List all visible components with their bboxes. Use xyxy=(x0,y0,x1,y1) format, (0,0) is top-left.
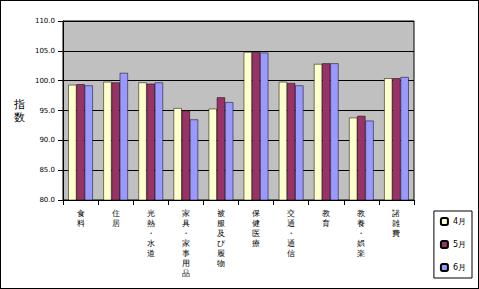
svg-text:被: 被 xyxy=(217,209,225,218)
svg-text:具: 具 xyxy=(182,219,190,228)
svg-text:・: ・ xyxy=(357,229,365,238)
svg-text:費: 費 xyxy=(392,229,400,238)
svg-text:教: 教 xyxy=(357,209,365,218)
svg-text:指: 指 xyxy=(13,98,25,111)
svg-text:保: 保 xyxy=(252,209,260,218)
svg-text:履: 履 xyxy=(217,249,225,258)
svg-text:事: 事 xyxy=(182,249,190,258)
svg-text:居: 居 xyxy=(112,219,120,228)
svg-text:80.0: 80.0 xyxy=(39,196,55,204)
svg-text:料: 料 xyxy=(77,219,85,228)
svg-text:・: ・ xyxy=(147,229,155,238)
svg-text:105.0: 105.0 xyxy=(35,47,55,55)
svg-text:健: 健 xyxy=(252,219,260,228)
svg-text:服: 服 xyxy=(217,219,225,228)
svg-text:・: ・ xyxy=(287,229,295,238)
svg-text:85.0: 85.0 xyxy=(39,166,55,174)
svg-text:食: 食 xyxy=(77,209,85,218)
svg-text:用: 用 xyxy=(182,259,190,268)
svg-text:医: 医 xyxy=(252,229,260,238)
svg-text:数: 数 xyxy=(14,111,25,124)
svg-text:住: 住 xyxy=(112,209,120,218)
svg-text:110.0: 110.0 xyxy=(35,17,55,25)
svg-text:交: 交 xyxy=(287,209,295,218)
svg-text:雑: 雑 xyxy=(392,219,400,228)
svg-text:・: ・ xyxy=(182,229,190,238)
svg-text:信: 信 xyxy=(287,249,295,258)
svg-text:養: 養 xyxy=(357,219,365,228)
svg-text:育: 育 xyxy=(322,219,330,228)
svg-text:家: 家 xyxy=(182,239,190,248)
svg-text:び: び xyxy=(217,239,226,248)
svg-text:物: 物 xyxy=(217,259,225,268)
svg-text:家: 家 xyxy=(182,209,190,218)
svg-text:品: 品 xyxy=(182,269,190,278)
svg-text:100.0: 100.0 xyxy=(35,77,55,85)
svg-text:光: 光 xyxy=(147,209,155,218)
svg-text:教: 教 xyxy=(322,209,330,218)
svg-text:水: 水 xyxy=(147,239,155,248)
svg-text:娯: 娯 xyxy=(357,239,365,248)
svg-text:楽: 楽 xyxy=(357,249,365,258)
svg-text:通: 通 xyxy=(287,219,295,228)
svg-text:道: 道 xyxy=(147,249,155,258)
svg-text:熱: 熱 xyxy=(147,219,155,228)
svg-text:療: 療 xyxy=(252,239,260,248)
svg-text:及: 及 xyxy=(217,229,225,238)
svg-text:4月: 4月 xyxy=(453,217,466,226)
svg-text:90.0: 90.0 xyxy=(39,136,55,144)
svg-text:95.0: 95.0 xyxy=(39,107,55,115)
svg-text:5月: 5月 xyxy=(453,240,466,249)
svg-text:諸: 諸 xyxy=(392,209,400,218)
svg-text:6月: 6月 xyxy=(453,263,466,272)
svg-text:通: 通 xyxy=(287,239,295,248)
